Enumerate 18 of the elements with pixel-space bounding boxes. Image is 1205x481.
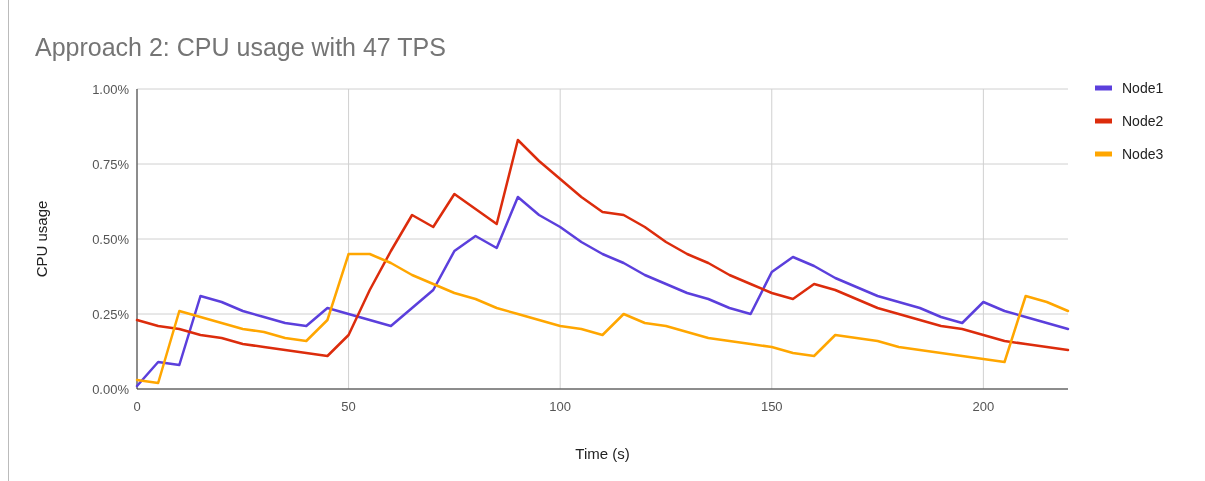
legend-label: Node1 — [1122, 80, 1164, 96]
y-tick-label: 0.75% — [92, 157, 130, 172]
y-tick-label: 0.50% — [92, 232, 130, 247]
y-tick-label: 0.25% — [92, 307, 130, 322]
x-tick-label: 200 — [972, 399, 995, 414]
x-tick-label: 0 — [133, 399, 141, 414]
x-tick-label: 150 — [760, 399, 783, 414]
y-tick-label: 0.00% — [92, 382, 130, 397]
y-tick-label: 1.00% — [92, 82, 130, 97]
x-tick-label: 50 — [341, 399, 356, 414]
line-series — [135, 138, 1070, 358]
x-tick-label: 100 — [549, 399, 572, 414]
line-series — [135, 252, 1070, 385]
chart-title: Approach 2: CPU usage with 47 TPS — [35, 33, 446, 61]
y-axis-title: CPU usage — [33, 200, 50, 278]
legend-label: Node3 — [1122, 146, 1164, 162]
legend-label: Node2 — [1122, 113, 1164, 129]
x-axis-title: Time (s) — [575, 445, 630, 462]
